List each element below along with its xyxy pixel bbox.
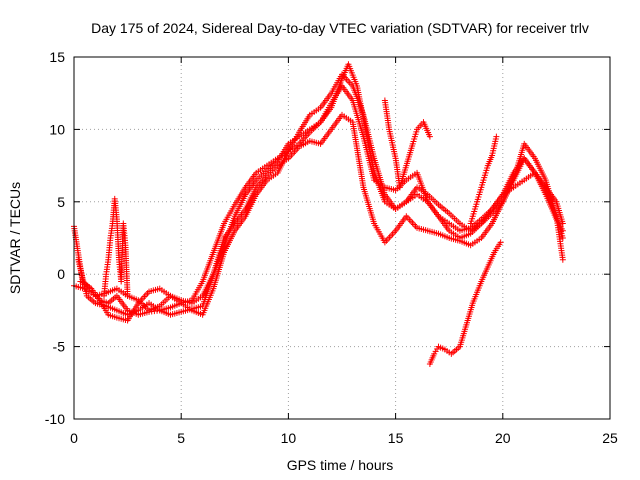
y-tick-label: 10 (49, 121, 65, 137)
x-tick-label: 0 (70, 430, 78, 446)
axis-ticks (73, 56, 611, 420)
series-track-8 (467, 133, 500, 227)
data-point (426, 133, 433, 140)
x-tick-label: 25 (602, 430, 618, 446)
x-axis-label: GPS time / hours (287, 457, 394, 473)
y-tick-label: -10 (45, 411, 65, 427)
series-track-5 (101, 195, 131, 299)
y-tick-label: -5 (53, 339, 66, 355)
x-tick-label: 10 (281, 430, 297, 446)
y-tick-label: 0 (57, 266, 65, 282)
data-point (559, 256, 566, 263)
data-point (493, 133, 500, 140)
y-tick-label: 15 (49, 49, 65, 65)
grid-lines (74, 57, 610, 419)
y-axis-label: SDTVAR / TECUs (7, 182, 23, 294)
y-tick-labels: -10 -5 0 5 10 15 (45, 49, 65, 427)
data-points (71, 61, 566, 367)
data-point (124, 292, 131, 299)
series-track-3 (75, 111, 566, 318)
x-tick-label: 20 (495, 430, 511, 446)
x-tick-label: 5 (177, 430, 185, 446)
series-track-1 (71, 61, 566, 318)
x-tick-labels: 0 5 10 15 20 25 (70, 430, 618, 446)
series-track-4 (77, 71, 566, 324)
y-tick-label: 5 (57, 194, 65, 210)
x-tick-label: 15 (388, 430, 404, 446)
plot-frame (73, 56, 611, 420)
series-track-2 (71, 82, 566, 314)
series-track-7 (426, 239, 504, 367)
data-point (497, 239, 504, 246)
data-point (559, 220, 566, 227)
data-point (559, 235, 566, 241)
series-track-6 (381, 97, 433, 191)
chart-title: Day 175 of 2024, Sidereal Day-to-day VTE… (91, 20, 589, 36)
